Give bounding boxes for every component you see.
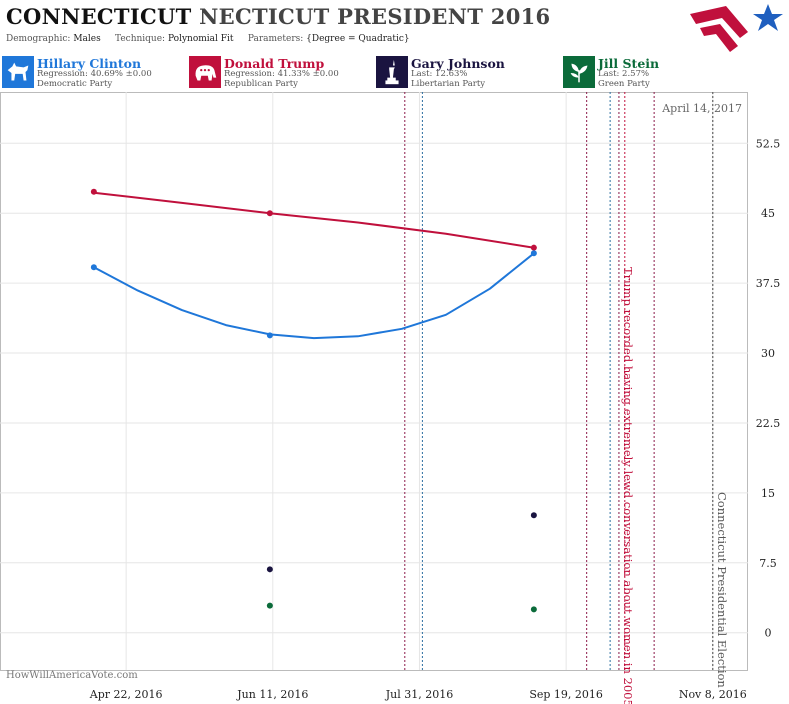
x-tick-label: Sep 19, 2016 <box>529 688 603 701</box>
candidate-name: Hillary Clinton <box>37 56 142 71</box>
y-axis: 0 7.5 15 22.5 30 37.5 45 52.5 <box>756 137 781 639</box>
series-line <box>93 191 535 249</box>
y-tick-label: 30 <box>761 347 775 360</box>
y-tick-label: 0 <box>765 627 772 640</box>
candidate-card-stein[interactable]: Jill Stein Last: 2.57% Green Party <box>561 55 747 91</box>
title-state: CONNECTICUT <box>6 4 192 29</box>
technique-value: Polynomial Fit <box>167 34 234 44</box>
plot-frame <box>0 92 748 671</box>
series-layer <box>90 188 537 613</box>
candidate-party: Green Party <box>598 79 650 89</box>
series-point <box>266 566 273 573</box>
x-axis: Apr 22, 2016 Jun 11, 2016 Jul 31, 2016 Sep … <box>89 688 747 701</box>
series-point <box>530 250 537 257</box>
annotation-label: Trump recorded having extremely lewd con… <box>621 267 635 704</box>
y-tick-label: 15 <box>761 487 775 500</box>
parameters-label: Parameters: <box>247 34 304 44</box>
candidate-stat: Last: 2.57% <box>598 69 650 79</box>
candidate-name: Jill Stein <box>598 56 660 71</box>
series-point <box>530 512 537 519</box>
grid <box>0 92 748 670</box>
x-tick-label: Jun 11, 2016 <box>236 688 308 701</box>
candidate-card-johnson[interactable]: Gary Johnson Last: 12.63% Libertarian Pa… <box>374 55 560 91</box>
y-tick-label: 22.5 <box>756 417 781 430</box>
watermark: HowWillAmericaVote.com <box>6 670 138 681</box>
donkey-icon <box>2 56 34 88</box>
candidate-card-trump[interactable]: Donald Trump Regression: 41.33% ±0.00 Re… <box>187 55 373 91</box>
annotation-label: Connecticut Presidential Election <box>715 492 729 688</box>
series-point <box>90 264 97 271</box>
x-tick-label: Apr 22, 2016 <box>89 688 163 701</box>
title-rest: NECTICUT PRESIDENT 2016 <box>199 4 551 29</box>
site-logo <box>690 4 783 52</box>
event-lines <box>404 92 714 670</box>
candidate-party: Democratic Party <box>37 79 113 89</box>
chart-area: 0 7.5 15 22.5 30 37.5 45 52.5 Apr 22, 2016 Jun 1… <box>0 92 781 704</box>
candidate-card-clinton[interactable]: Hillary Clinton Regression: 40.69% ±0.00… <box>0 55 186 91</box>
y-tick-label: 45 <box>761 207 775 220</box>
date-label: April 14, 2017 <box>661 102 742 115</box>
elephant-icon <box>189 56 221 88</box>
candidate-name: Donald Trump <box>224 56 325 71</box>
demographic-label: Demographic: <box>6 34 71 44</box>
series-line <box>93 252 535 340</box>
parameters-value: {Degree = Quadratic} <box>306 34 410 44</box>
x-tick-label: Jul 31, 2016 <box>385 688 454 701</box>
statue-of-liberty-icon <box>376 56 408 88</box>
chart-parameters: Demographic: Males Technique: Polynomial… <box>6 34 410 44</box>
series-point <box>266 332 273 339</box>
series-point <box>530 244 537 251</box>
y-tick-label: 37.5 <box>756 277 781 290</box>
candidate-name: Gary Johnson <box>411 56 505 71</box>
demographic-value: Males <box>73 34 101 44</box>
leaf-icon <box>563 56 595 88</box>
y-tick-label: 7.5 <box>759 557 777 570</box>
candidate-party: Libertarian Party <box>411 79 486 89</box>
y-tick-label: 52.5 <box>756 137 781 150</box>
page-title: CONNECTICUT NECTICUT PRESIDENT 2016 <box>6 4 550 29</box>
series-point <box>266 602 273 609</box>
x-tick-label: Nov 8, 2016 <box>679 688 747 701</box>
candidate-stat: Last: 12.63% <box>411 69 468 79</box>
technique-label: Technique: <box>115 34 166 44</box>
candidate-party: Republican Party <box>224 79 298 89</box>
candidate-stat: Regression: 41.33% ±0.00 <box>224 69 339 79</box>
series-point <box>266 210 273 217</box>
annotations: Trump recorded having extremely lewd con… <box>621 267 729 704</box>
series-point <box>90 188 97 195</box>
series-point <box>530 606 537 613</box>
candidate-stat: Regression: 40.69% ±0.00 <box>37 69 152 79</box>
